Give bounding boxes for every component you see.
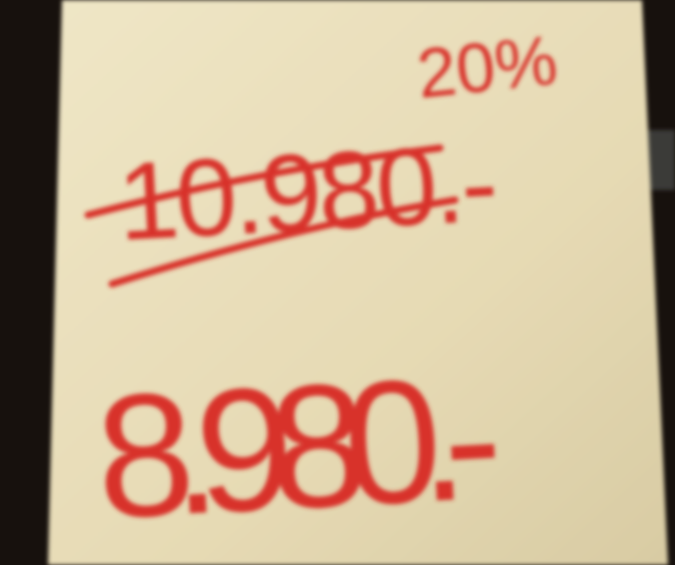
body: 20% 10.980.- 8.980.- (() => { const data… — [0, 0, 675, 565]
new-price-text: 8.980.- — [92, 340, 507, 556]
page: {"discount": "20%", "old_price": "10.980… — [0, 0, 675, 565]
discount-text: 20% — [413, 21, 560, 113]
photo: 20% 10.980.- 8.980.- — [0, 0, 675, 565]
